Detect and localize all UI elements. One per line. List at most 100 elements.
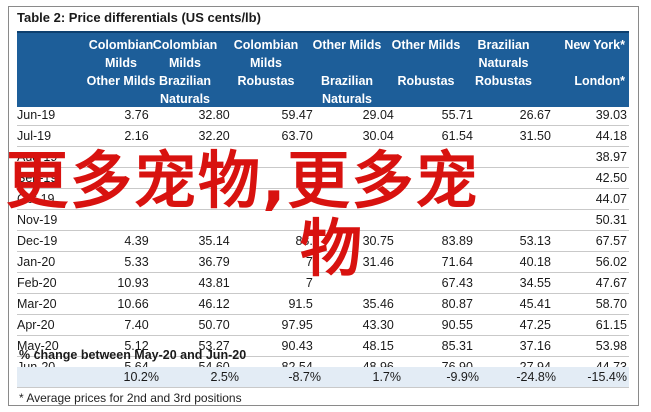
table-cell: 31.50 xyxy=(472,125,551,147)
table-cell: 46.12 xyxy=(148,293,230,315)
column-header-line: New York* xyxy=(564,38,625,52)
column-header-line: Brazilian xyxy=(477,38,530,52)
table-cell: 32.20 xyxy=(148,125,230,147)
column-header-line: Colombian xyxy=(152,38,218,52)
table-cell xyxy=(148,209,230,231)
table-cell xyxy=(229,188,313,210)
table-cell xyxy=(312,272,394,294)
pct-change-value: -15.4% xyxy=(587,370,627,384)
column-header-line: Milds xyxy=(169,56,201,70)
row-label: Dec-19 xyxy=(17,230,84,252)
table-cell xyxy=(393,146,473,168)
table-cell: 56.02 xyxy=(550,251,629,273)
table-cell: 34.55 xyxy=(472,272,551,294)
table-cell: 10.66 xyxy=(83,293,149,315)
table-cell: 44.18 xyxy=(550,125,629,147)
table-cell xyxy=(312,167,394,189)
table-cell: 29.04 xyxy=(312,105,394,126)
column-header-line: London* xyxy=(574,74,625,88)
table-cell xyxy=(83,209,149,231)
row-label: Jun-19 xyxy=(17,105,84,126)
data-table: Jun-19 3.76 32.80 59.47 29.04 55.71 26.67 39.03… xyxy=(17,105,629,378)
pct-change-value: 10.2% xyxy=(123,370,159,384)
column-header-line: Other Milds xyxy=(312,38,382,52)
table-row: Apr-20 7.40 50.70 97.95 43.30 90.55 47.25 61.15 xyxy=(17,314,629,336)
table-header: Colombian Milds Other Milds Colombian Milds B… xyxy=(17,31,629,107)
table-cell: 53.13 xyxy=(472,230,551,252)
table-row: Dec-19 4.39 35.14 88. 30.75 83.89 53.13 67.57 xyxy=(17,230,629,252)
row-label: Apr-20 xyxy=(17,314,84,336)
column-header-line: Brazilian xyxy=(158,74,212,88)
table-cell: 50.70 xyxy=(148,314,230,336)
table-cell: 45.41 xyxy=(472,293,551,315)
table-cell: 26.67 xyxy=(472,105,551,126)
table-row: Jan-20 5.33 36.79 7 31.46 71.64 40.18 56.02 xyxy=(17,251,629,273)
table-cell: 7.40 xyxy=(83,314,149,336)
pct-change-row: 10.2% 2.5% -8.7% 1.7% -9.9% -24.8% -15.4% xyxy=(17,367,629,388)
column-header-5: Other Milds Robustas xyxy=(387,36,465,108)
column-header-line: Naturals xyxy=(321,92,373,106)
table-cell: 30.04 xyxy=(312,125,394,147)
column-header-line: Milds xyxy=(105,56,137,70)
table-cell: 43.30 xyxy=(312,314,394,336)
row-label: May-20 xyxy=(17,335,84,357)
table-cell: 53.98 xyxy=(550,335,629,357)
column-header-line: Brazilian xyxy=(320,74,374,88)
table-cell: 67.57 xyxy=(550,230,629,252)
table-cell xyxy=(83,167,149,189)
table-cell: 88. xyxy=(229,230,313,252)
table-row: Jul-19 2.16 32.20 63.70 30.04 61.54 31.50 44.18 xyxy=(17,125,629,147)
table-cell: 32.80 xyxy=(148,105,230,126)
column-header-line xyxy=(307,54,387,72)
column-header-line: Robustas xyxy=(475,74,532,88)
row-label: Oct-19 xyxy=(17,188,84,210)
table-cell: 53.27 xyxy=(148,335,230,357)
table-cell: 55.71 xyxy=(393,105,473,126)
table-cell xyxy=(472,188,551,210)
table-cell xyxy=(148,167,230,189)
table-cell xyxy=(148,188,230,210)
column-header-line: Colombian xyxy=(88,38,154,52)
table-cell xyxy=(83,146,149,168)
column-header-line: Robustas xyxy=(237,74,295,88)
table-cell: 31.46 xyxy=(312,251,394,273)
table-title: Table 2: Price differentials (US cents/l… xyxy=(17,10,261,25)
table-cell: 7 xyxy=(229,251,313,273)
table-cell: 63.70 xyxy=(229,125,313,147)
table-cell: 37.16 xyxy=(472,335,551,357)
table-cell: 80.87 xyxy=(393,293,473,315)
table-cell: 42.50 xyxy=(550,167,629,189)
table-cell: 67.43 xyxy=(393,272,473,294)
table-row: Nov-19 50.31 xyxy=(17,209,629,231)
table-cell: 5.33 xyxy=(83,251,149,273)
column-header-line: Robustas xyxy=(397,74,455,88)
table-cell: 59.47 xyxy=(229,105,313,126)
table-cell xyxy=(472,209,551,231)
table-cell xyxy=(229,209,313,231)
row-label: Feb-20 xyxy=(17,272,84,294)
table-cell: 38.97 xyxy=(550,146,629,168)
pct-change-label: % change between May-20 and Jun-20 xyxy=(19,348,247,362)
table-cell xyxy=(148,146,230,168)
table-cell: 7 xyxy=(229,272,313,294)
column-header-4: Other Milds Brazilian Naturals xyxy=(307,36,387,108)
column-header-line: Naturals xyxy=(159,92,211,106)
table-row: Feb-20 10.93 43.81 7 67.43 34.55 47.67 xyxy=(17,272,629,294)
column-header-line xyxy=(387,54,465,72)
table-cell: 71.64 xyxy=(393,251,473,273)
table-cell: 91.5 xyxy=(229,293,313,315)
table-cell: 36.79 xyxy=(148,251,230,273)
column-header-1: Colombian Milds Other Milds xyxy=(81,36,161,108)
table-cell xyxy=(83,188,149,210)
table-cell: 47.67 xyxy=(550,272,629,294)
table-cell xyxy=(393,167,473,189)
row-label: Nov-19 xyxy=(17,209,84,231)
table-cell: 4.39 xyxy=(83,230,149,252)
column-header-line: Milds xyxy=(250,56,282,70)
column-header-line: Naturals xyxy=(478,56,529,70)
table-cell: 47.25 xyxy=(472,314,551,336)
table-cell: 5.12 xyxy=(83,335,149,357)
column-header-2: Colombian Milds Brazilian Naturals xyxy=(145,36,225,108)
table-cell: 30.75 xyxy=(312,230,394,252)
watermark-text-line-2: 物 xyxy=(300,212,363,285)
